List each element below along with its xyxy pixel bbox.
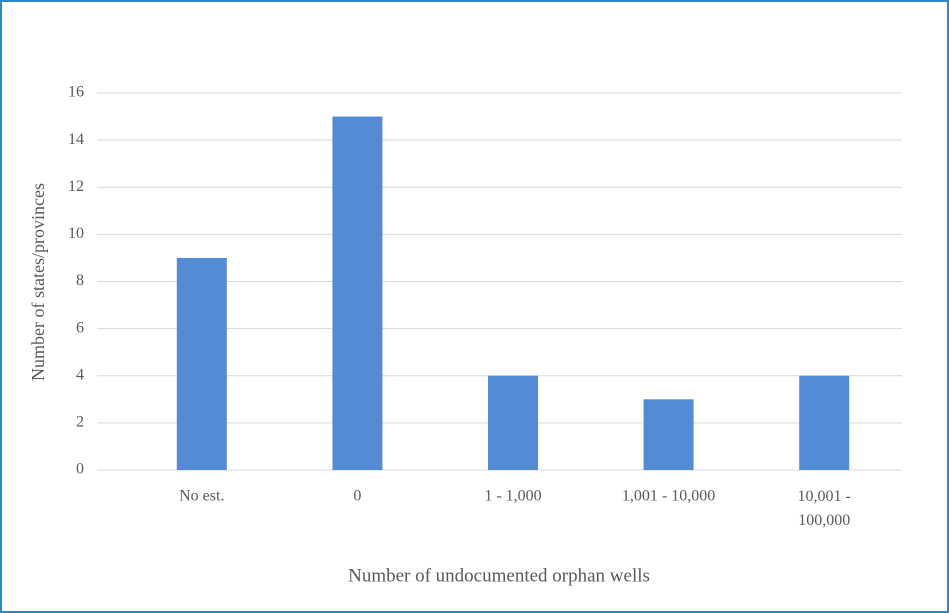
bar — [799, 375, 850, 470]
x-tick-label: 0 — [353, 488, 361, 505]
x-tick-label: 1,001 - 10,000 — [622, 488, 715, 505]
x-tick-label: No est. — [179, 488, 224, 505]
y-tick-label: 16 — [68, 84, 84, 101]
x-tick-label-line: 100,000 — [798, 512, 850, 529]
y-tick-label: 14 — [68, 131, 84, 148]
bar — [176, 257, 227, 470]
bar — [332, 116, 383, 470]
bar — [488, 375, 538, 470]
y-axis-title: Number of states/provinces — [28, 183, 48, 381]
x-tick-label-line: 10,001 - — [798, 488, 851, 505]
y-tick-label: 0 — [76, 461, 84, 478]
y-tick-label: 8 — [76, 272, 84, 289]
y-tick-label: 10 — [68, 225, 84, 242]
bar — [643, 399, 694, 470]
y-tick-label: 2 — [76, 414, 84, 431]
y-tick-label: 4 — [76, 366, 84, 383]
x-tick-label: 10,001 - 100,000 — [798, 488, 851, 529]
y-tick-label: 12 — [68, 178, 84, 195]
x-axis-title: Number of undocumented orphan wells — [348, 565, 650, 586]
x-tick-label: 1 - 1,000 — [484, 488, 541, 505]
y-tick-label: 6 — [76, 319, 84, 336]
